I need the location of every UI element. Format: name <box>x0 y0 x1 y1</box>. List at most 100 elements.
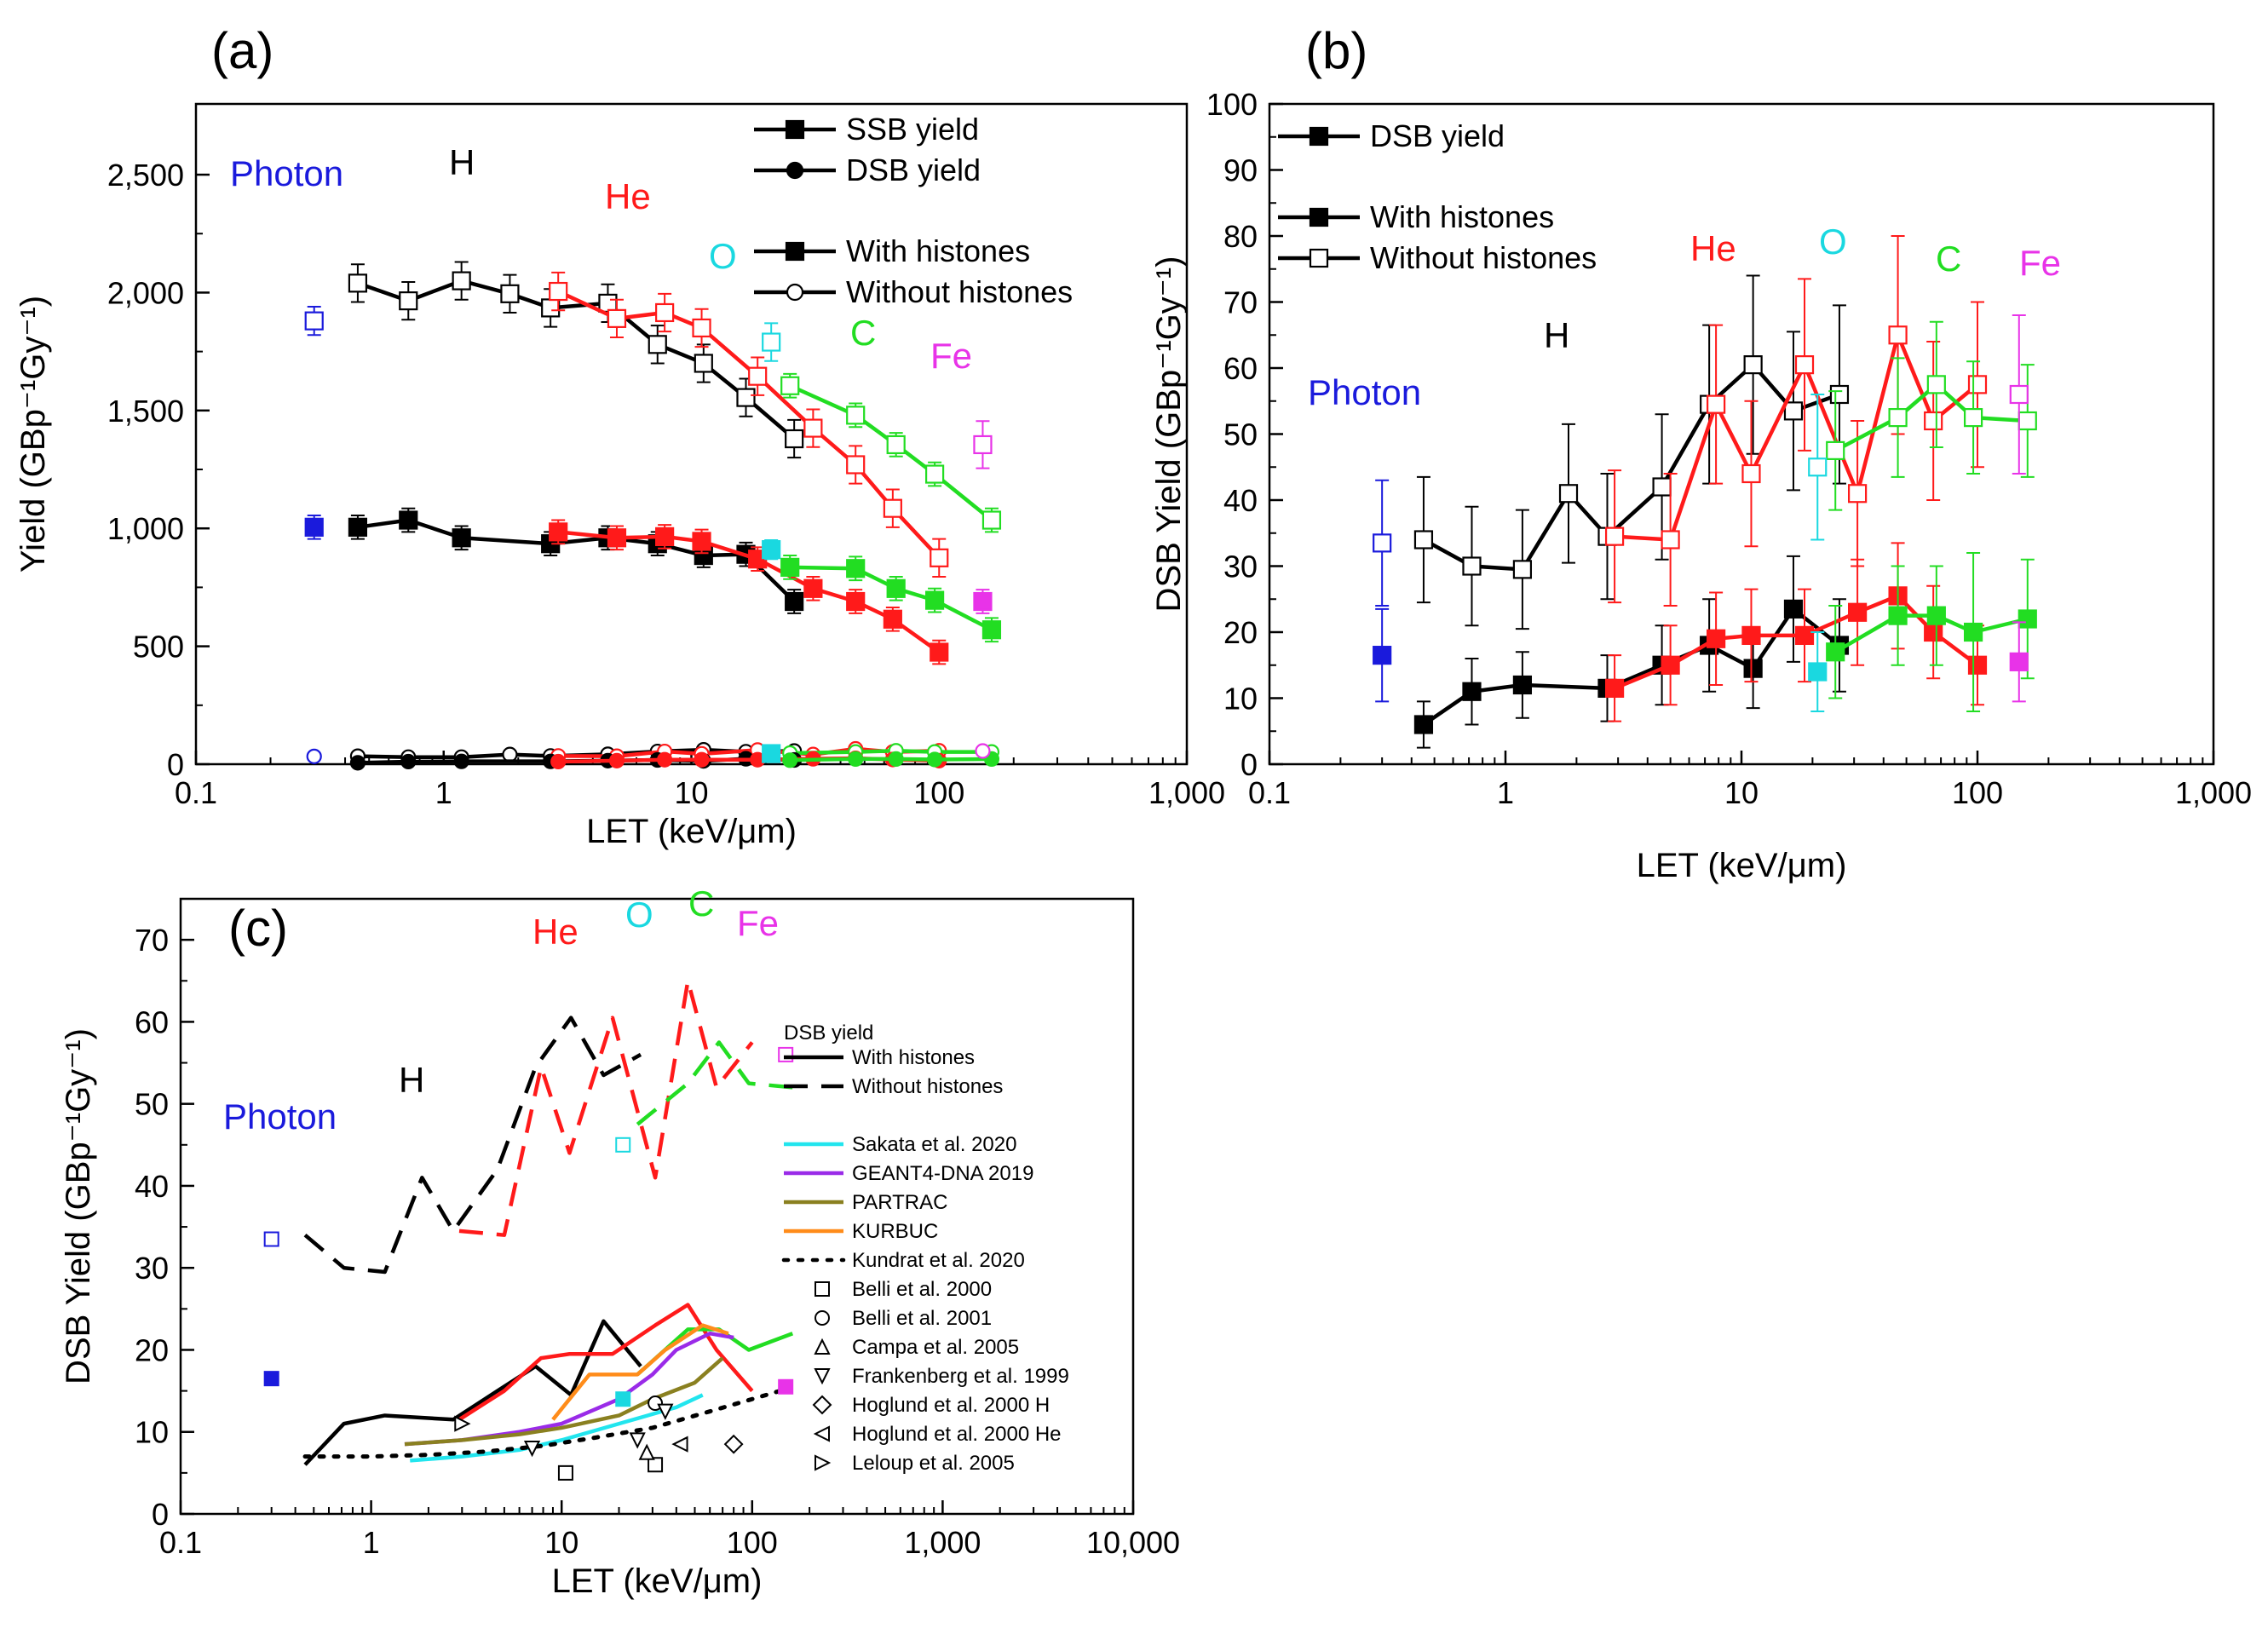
data-marker <box>2018 411 2037 431</box>
data-marker <box>607 528 627 548</box>
data-marker <box>615 1391 631 1407</box>
data-marker <box>762 540 781 560</box>
annotation-fe: Fe <box>2019 243 2061 283</box>
data-marker <box>814 1338 831 1355</box>
data-marker <box>1652 477 1672 497</box>
data-marker <box>785 591 804 612</box>
data-marker <box>1808 662 1828 682</box>
data-marker <box>748 366 768 386</box>
legend-b: DSB yield With histones Without histones <box>1278 118 1597 275</box>
series-line <box>557 290 941 560</box>
data-marker <box>502 746 518 762</box>
data-marker <box>1848 484 1868 504</box>
data-marker <box>785 429 804 449</box>
data-marker <box>1462 682 1482 701</box>
data-marker <box>814 1368 831 1385</box>
data-marker <box>692 532 711 551</box>
data-marker <box>523 1440 541 1458</box>
panel-label: (c) <box>228 900 288 957</box>
data-marker <box>785 241 805 262</box>
data-marker <box>1963 622 1983 642</box>
legend-a: SSB yield DSB yield With histones Without h… <box>754 112 1073 309</box>
data-marker <box>1604 678 1625 698</box>
legend-label: Kundrat et al. 2020 <box>852 1249 1025 1272</box>
data-marker <box>306 748 322 764</box>
y-tick-label: 80 <box>1223 219 1258 254</box>
x-tick-label: 10 <box>544 1525 579 1560</box>
data-marker <box>1808 457 1828 477</box>
annotation-h: H <box>399 1060 424 1100</box>
legend-label: Sakata et al. 2020 <box>852 1133 1016 1156</box>
data-marker <box>349 755 366 771</box>
annotation-h: H <box>449 142 475 182</box>
data-marker <box>1462 556 1482 576</box>
data-marker <box>846 455 866 475</box>
data-marker <box>762 744 781 763</box>
data-marker <box>1924 622 1943 642</box>
legend-label: Without histones <box>852 1075 1003 1098</box>
data-marker <box>453 753 469 769</box>
data-marker <box>1707 394 1726 414</box>
annotation-he: He <box>1690 228 1736 268</box>
y-tick-label: 1,500 <box>107 394 184 429</box>
data-marker <box>671 1436 688 1453</box>
data-marker <box>629 1432 646 1449</box>
data-marker <box>550 753 567 770</box>
data-marker <box>1309 248 1329 268</box>
y-tick-label: 40 <box>1223 483 1258 518</box>
y-tick-label: 70 <box>1223 285 1258 320</box>
y-axis-label: Yield (GBp⁻¹Gy⁻¹) <box>14 296 52 573</box>
plot-frame <box>179 897 1135 1516</box>
data-marker <box>930 548 949 567</box>
data-marker <box>786 161 804 180</box>
legend-label: Belli et al. 2000 <box>852 1278 992 1301</box>
legend-title: DSB yield <box>784 1021 873 1044</box>
data-marker <box>1604 527 1625 546</box>
data-marker <box>648 335 667 354</box>
series-line <box>303 1319 642 1466</box>
y-tick-label: 50 <box>1223 417 1258 452</box>
data-marker <box>452 271 471 291</box>
x-tick-label: 1 <box>1497 775 1514 810</box>
y-tick-label: 40 <box>135 1169 169 1204</box>
data-marker <box>655 302 675 323</box>
annotation-o: O <box>709 236 737 276</box>
data-marker <box>1661 655 1680 675</box>
x-axis-label: LET (keV/μm) <box>586 813 797 850</box>
data-marker <box>780 376 800 395</box>
data-marker <box>304 311 324 331</box>
data-marker <box>981 620 1002 640</box>
data-marker <box>1848 602 1868 622</box>
data-marker <box>1963 408 1983 428</box>
annotation-o: O <box>1819 222 1847 262</box>
annotation-photon: Photon <box>223 1096 337 1136</box>
data-marker <box>1512 560 1533 579</box>
data-marker <box>657 751 673 768</box>
data-marker <box>549 281 568 302</box>
y-tick-label: 2,000 <box>107 275 184 310</box>
y-tick-label: 100 <box>1206 87 1258 122</box>
panel-label: (b) <box>1305 22 1367 79</box>
y-axis-label: DSB Yield (GBp⁻¹Gy⁻¹) <box>1150 256 1188 613</box>
y-tick-label: 1,000 <box>107 511 184 546</box>
annotation-c: C <box>688 883 714 924</box>
data-marker <box>1743 355 1763 375</box>
y-tick-label: 60 <box>135 1004 169 1039</box>
data-marker <box>924 464 945 484</box>
data-marker <box>1888 408 1908 428</box>
data-marker <box>400 753 417 770</box>
data-marker <box>2009 652 2029 671</box>
series-line <box>410 1393 704 1463</box>
data-marker <box>1783 599 1804 619</box>
legend-label: With histones <box>1370 199 1554 234</box>
data-marker <box>981 510 1002 530</box>
legend-label: Without histones <box>1370 240 1597 275</box>
data-marker <box>973 434 993 455</box>
legend-label: Hoglund et al. 2000 H <box>852 1394 1050 1417</box>
data-marker <box>399 291 418 311</box>
annotation-photon: Photon <box>1308 372 1421 412</box>
data-marker <box>886 578 906 598</box>
data-marker <box>926 751 943 768</box>
data-marker <box>1826 440 1845 460</box>
data-marker <box>883 498 902 518</box>
